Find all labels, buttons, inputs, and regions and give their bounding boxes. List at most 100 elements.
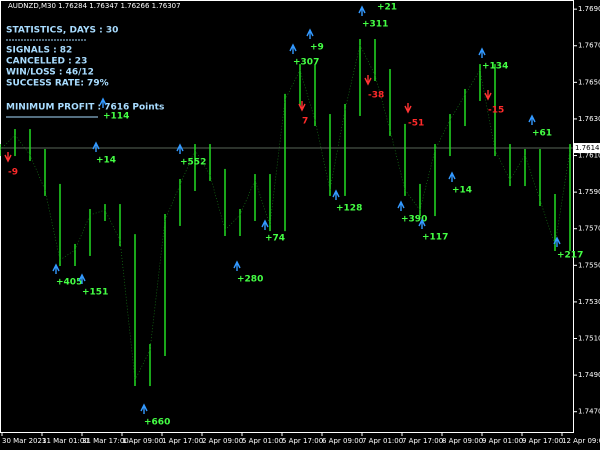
signal-label: +660 xyxy=(144,418,170,428)
y-tick-label: 1.75500 xyxy=(578,261,600,269)
signal-label: +311 xyxy=(362,20,388,30)
signal-label: +14 xyxy=(452,186,472,196)
x-tick-label: 2 Apr 09:00 xyxy=(202,437,243,445)
window-title: AUDNZD,M30 1.76284 1.76347 1.76266 1.763… xyxy=(8,2,181,10)
signal-arrow xyxy=(78,273,86,284)
y-tick-label: 1.76100 xyxy=(578,152,600,160)
signal-label: +134 xyxy=(482,62,508,72)
y-tick-label: 1.74700 xyxy=(578,408,600,416)
price-link xyxy=(419,149,436,211)
stats-rate: SUCCESS RATE: 79% xyxy=(6,79,109,89)
signal-arrow xyxy=(404,103,412,114)
price-link xyxy=(464,69,481,96)
signal-arrow xyxy=(233,260,241,271)
plot-frame xyxy=(0,0,574,433)
signal-label: +114 xyxy=(103,112,129,122)
price-link xyxy=(254,179,271,226)
price-link xyxy=(344,44,361,111)
y-tick-label: 1.76900 xyxy=(578,5,600,13)
price-link xyxy=(509,154,526,181)
price-link xyxy=(494,149,511,181)
y-tick-label: 1.76700 xyxy=(578,42,600,50)
signal-arrow xyxy=(448,171,456,182)
x-tick-label: 12 Apr 09:00 xyxy=(562,437,600,445)
signal-arrow xyxy=(478,47,486,58)
signal-arrow xyxy=(528,114,536,125)
price-link xyxy=(0,134,16,151)
price-link xyxy=(74,214,91,251)
signal-arrow xyxy=(418,218,426,229)
x-tick-label: 7 Apr 01:00 xyxy=(362,437,403,445)
signal-label: +14 xyxy=(96,156,116,166)
signal-label: +217 xyxy=(557,251,583,261)
price-link xyxy=(104,209,121,241)
signal-label: -51 xyxy=(408,119,424,129)
signal-label: +128 xyxy=(336,204,362,214)
signal-arrow xyxy=(99,97,107,108)
price-link xyxy=(284,69,301,101)
price-link xyxy=(209,174,226,231)
signal-label: +74 xyxy=(265,234,285,244)
signal-label: -9 xyxy=(8,168,18,178)
stats-cancelled: CANCELLED : 23 xyxy=(6,57,87,67)
x-tick-label: 31 Mar 01:00 xyxy=(42,437,89,445)
signal-arrow xyxy=(4,152,12,163)
x-tick-label: 1 Apr 17:00 xyxy=(162,437,203,445)
signal-arrow xyxy=(52,263,60,274)
signal-arrow xyxy=(484,90,492,101)
price-link xyxy=(404,189,421,211)
stats-signals: SIGNALS : 82 xyxy=(6,46,72,56)
price-link xyxy=(119,240,136,381)
price-link xyxy=(29,154,46,191)
x-tick-label: 1 Apr 09:00 xyxy=(122,437,163,445)
signal-label: +61 xyxy=(532,129,552,139)
price-link xyxy=(449,94,466,121)
x-tick-label: 5 Apr 17:00 xyxy=(282,437,323,445)
price-link xyxy=(224,214,241,231)
x-tick-label: 5 Apr 01:00 xyxy=(242,437,283,445)
current-price-label: 1.76141 xyxy=(575,144,600,152)
signal-label: +280 xyxy=(237,275,263,285)
stats-winloss: WIN/LOSS : 46/12 xyxy=(6,68,94,78)
signal-label: +21 xyxy=(377,3,397,13)
signal-arrow xyxy=(553,236,561,247)
price-link xyxy=(134,349,151,381)
price-link xyxy=(14,134,31,156)
signal-label: -38 xyxy=(368,91,384,101)
signal-label: +552 xyxy=(180,158,206,168)
price-link xyxy=(524,154,541,201)
price-link xyxy=(239,179,256,216)
x-tick-label: 9 Apr 01:00 xyxy=(482,437,523,445)
signal-arrow xyxy=(261,219,269,230)
y-tick-label: 1.75900 xyxy=(578,188,600,196)
price-link xyxy=(359,44,376,76)
price-link xyxy=(539,199,556,246)
signal-label: +307 xyxy=(293,58,319,68)
signal-arrow xyxy=(140,403,148,414)
x-tick-label: 6 Apr 09:00 xyxy=(322,437,363,445)
x-tick-label: 8 Apr 09:00 xyxy=(442,437,483,445)
current-price-box xyxy=(574,143,600,154)
signal-label: +405 xyxy=(56,278,82,288)
y-tick-label: 1.74900 xyxy=(578,371,600,379)
y-tick-label: 1.76300 xyxy=(578,115,600,123)
signal-arrow xyxy=(358,5,366,16)
price-link xyxy=(554,149,571,246)
signal-label: +9 xyxy=(310,43,324,53)
price-link xyxy=(374,74,391,130)
signal-arrow xyxy=(298,101,306,112)
signal-arrow xyxy=(332,189,340,200)
price-link xyxy=(59,249,76,261)
x-tick-label: 7 Apr 17:00 xyxy=(402,437,443,445)
signal-label: +390 xyxy=(401,215,427,225)
price-link xyxy=(179,149,196,186)
signal-label: -15 xyxy=(488,106,504,116)
signal-label: 7 xyxy=(302,117,308,127)
signal-label: +117 xyxy=(422,233,448,243)
price-link xyxy=(434,119,451,151)
signal-arrow xyxy=(306,28,314,39)
stats-heading: STATISTICS, DAYS : 30 xyxy=(6,26,118,36)
x-tick-label: 9 Apr 17:00 xyxy=(522,437,563,445)
